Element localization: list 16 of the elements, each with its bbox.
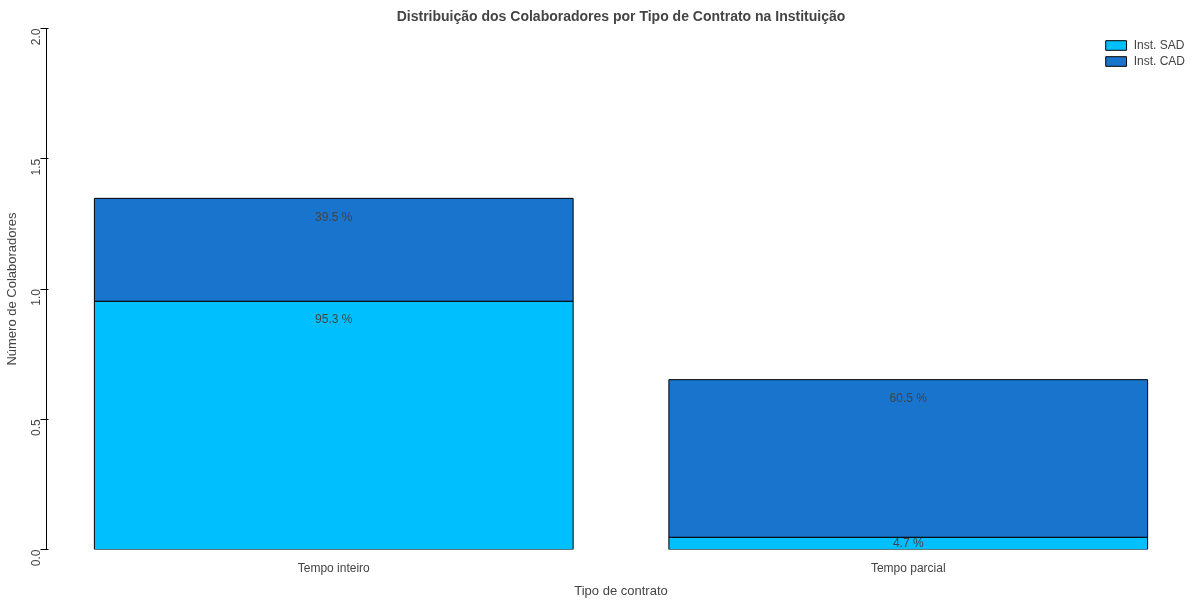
legend-label: Inst. CAD [1133,54,1185,68]
x-tick-label: Tempo parcial [870,560,946,575]
x-tick-label: Tempo inteiro [297,560,371,575]
chart-title: Distribuição dos Colaboradores por Tipo de Contrato na Instituição [396,7,846,24]
legend-label: Inst. SAD [1133,38,1185,52]
data-label: 39.5 % [315,209,353,224]
x-axis-title: Tipo de contrato [574,582,668,598]
y-tick-label: 1.5 [29,158,43,176]
data-label: 4.7 % [892,536,924,551]
y-tick-label: 0.5 [29,418,43,436]
y-tick-label: 0.0 [29,549,43,567]
data-label: 95.3 % [315,312,353,327]
y-tick-label: 2.0 [29,28,43,46]
data-label: 60.5 % [889,390,928,405]
y-axis-title: Número de Colaboradores [3,211,19,366]
y-tick-label: 1.0 [29,288,43,306]
